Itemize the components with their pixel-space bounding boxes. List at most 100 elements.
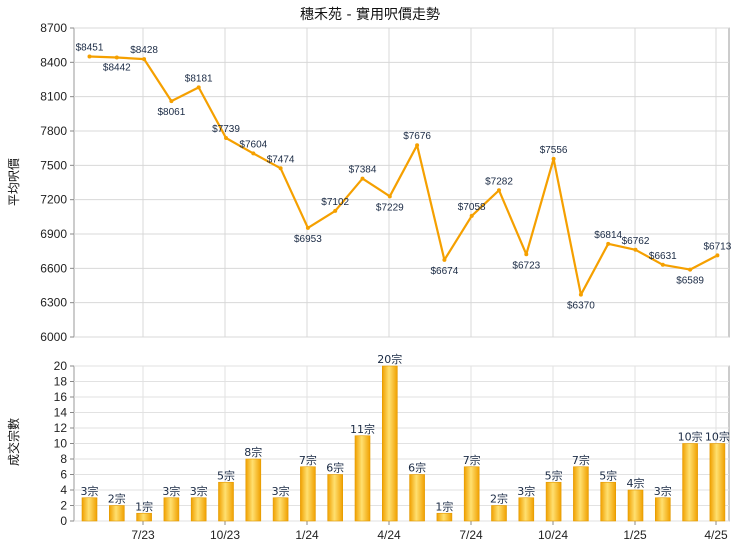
price-data-label: $6589 <box>676 276 704 287</box>
price-line-plot: 6000 6300 6600 6900 7200 7500 7800 8100 8400 8700… <box>40 21 731 344</box>
volume-bar <box>81 497 98 522</box>
price-point <box>360 176 365 181</box>
volume-bar-label: 7宗 <box>299 453 317 467</box>
line-y-tick-label: 7200 <box>40 193 67 207</box>
price-data-label: $7102 <box>321 197 349 208</box>
price-data-label: $7474 <box>267 154 295 165</box>
line-y-tick-label: 7500 <box>40 158 67 172</box>
bar-y-tick-label: 10 <box>54 437 68 451</box>
price-data-label: $6762 <box>622 236 650 247</box>
bar-y-tick-label: 20 <box>54 359 68 373</box>
price-point <box>633 247 638 252</box>
price-data-label: $7229 <box>376 202 404 213</box>
bar-y-tick-label: 8 <box>60 452 67 466</box>
volume-bar <box>491 505 507 522</box>
line-y-tick-label: 6300 <box>40 296 67 310</box>
volume-bar <box>627 489 644 522</box>
price-point <box>333 208 338 213</box>
volume-bar <box>436 512 453 522</box>
volume-bar-label: 7宗 <box>572 453 590 467</box>
bar-y-tick-label: 12 <box>54 421 68 435</box>
price-point <box>415 143 420 148</box>
volume-bar-label: 6宗 <box>326 461 344 475</box>
price-point <box>497 188 501 193</box>
volume-bar-label: 10宗 <box>705 430 730 444</box>
price-point <box>114 55 119 60</box>
volume-bar-label: 3宗 <box>162 484 180 498</box>
price-data-label: $7556 <box>540 145 568 156</box>
volume-bar-label: 2宗 <box>108 492 126 506</box>
bar-y-tick-label: 6 <box>60 468 67 482</box>
price-data-label: $6631 <box>649 251 677 262</box>
bar-y-tick-label: 2 <box>60 499 67 513</box>
volume-bar <box>600 481 617 522</box>
price-data-label: $6723 <box>512 260 540 271</box>
bar-y-axis-label: 成交宗數 <box>6 418 21 466</box>
price-point <box>606 241 611 246</box>
volume-bar <box>109 505 125 522</box>
price-data-label: $7384 <box>349 165 377 176</box>
bar-x-tick-label: 1/25 <box>623 528 647 542</box>
line-y-tick-label: 6600 <box>40 261 67 275</box>
line-y-tick-label: 7800 <box>40 124 67 138</box>
volume-bar <box>136 512 152 522</box>
bar-x-tick-label: 10/23 <box>210 528 240 542</box>
volume-bar-label: 5宗 <box>599 468 617 482</box>
volume-bar <box>327 474 344 522</box>
line-plot-frame <box>73 27 730 338</box>
price-data-label: $7739 <box>212 124 240 135</box>
price-data-label: $8451 <box>76 42 104 53</box>
price-data-label: $7676 <box>403 131 431 142</box>
volume-bar-label: 6宗 <box>408 461 426 475</box>
volume-bar <box>190 497 207 522</box>
price-data-label: $6713 <box>703 241 731 252</box>
line-y-tick-label: 8100 <box>40 90 67 104</box>
price-point <box>524 252 529 257</box>
price-data-label: $6814 <box>594 230 622 241</box>
volume-bar <box>218 481 234 522</box>
line-y-tick-label: 6000 <box>40 330 67 344</box>
line-y-axis-label: 平均呎價 <box>7 158 21 206</box>
volume-bar <box>709 443 726 522</box>
volume-bar <box>272 497 289 522</box>
bar-x-tick-label: 10/24 <box>538 528 568 542</box>
volume-bar-label: 3宗 <box>81 484 99 498</box>
bar-y-tick-label: 16 <box>54 390 68 404</box>
price-data-label: $8442 <box>103 63 131 74</box>
volume-bar <box>163 497 180 522</box>
volume-bar-label: 5宗 <box>545 468 563 482</box>
volume-bar-label: 10宗 <box>678 430 703 444</box>
volume-bar-label: 4宗 <box>627 476 645 490</box>
price-point <box>469 213 474 218</box>
price-point <box>196 85 201 90</box>
bar-x-tick-label: 1/24 <box>295 528 319 542</box>
price-point <box>688 267 693 272</box>
volume-bar-label: 3宗 <box>190 484 208 498</box>
price-point <box>442 257 447 262</box>
price-data-label: $8061 <box>157 107 185 118</box>
bar-y-tick-label: 0 <box>60 514 67 528</box>
volume-bar-label: 11宗 <box>350 422 375 436</box>
price-data-label: $7058 <box>458 202 486 213</box>
price-point <box>169 99 174 104</box>
price-data-label: $6953 <box>294 234 322 245</box>
line-y-tick-label: 8400 <box>40 55 67 69</box>
volume-bar-label: 3宗 <box>517 484 535 498</box>
price-point <box>578 292 583 297</box>
price-point <box>224 135 228 140</box>
volume-bar <box>381 365 398 522</box>
volume-bar <box>245 458 262 522</box>
price-data-label: $6674 <box>430 266 458 277</box>
volume-bar <box>573 466 589 522</box>
volume-bar-label: 2宗 <box>490 492 508 506</box>
price-series-line <box>89 55 718 296</box>
bar-y-tick-label: 4 <box>60 483 67 497</box>
price-point <box>142 57 147 62</box>
chart-title: 穗禾苑 - 實用呎價走勢 <box>300 6 440 23</box>
bar-x-tick-label: 4/25 <box>704 528 728 542</box>
volume-bar <box>518 497 535 522</box>
bar-x-tick-label: 7/23 <box>131 528 155 542</box>
volume-bar-label: 20宗 <box>377 352 402 366</box>
